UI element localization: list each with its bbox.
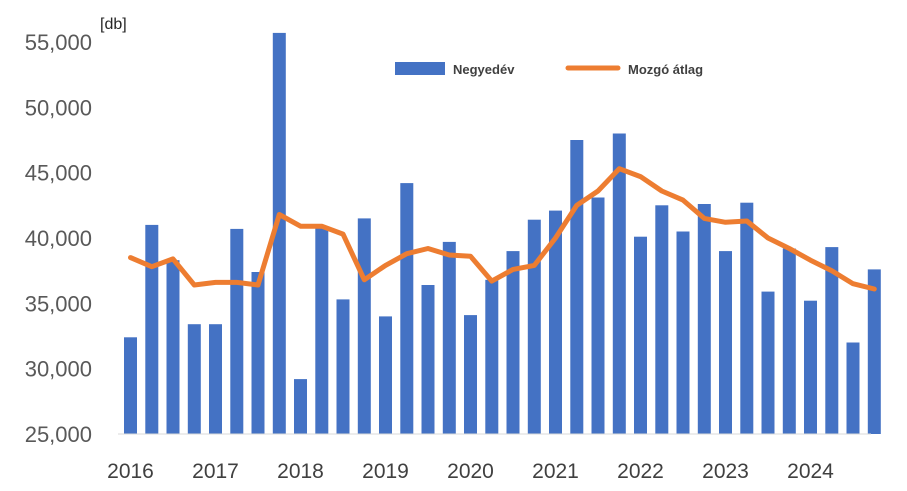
legend-swatch-quarter xyxy=(395,62,445,75)
moving-average-line xyxy=(128,166,877,292)
bar xyxy=(464,315,477,434)
bar xyxy=(634,236,647,434)
y-tick-label: 25,000 xyxy=(25,422,92,447)
legend-label-quarter: Negyedév xyxy=(453,62,515,77)
bar xyxy=(527,219,541,434)
bar xyxy=(846,342,860,434)
bar-series xyxy=(124,32,881,435)
y-tick-label: 55,000 xyxy=(25,30,92,55)
y-tick-label: 35,000 xyxy=(25,291,92,316)
line-series xyxy=(128,166,877,292)
bar xyxy=(740,202,754,434)
bar xyxy=(804,300,817,434)
bar xyxy=(379,316,392,434)
x-tick-label: 2024 xyxy=(787,460,834,483)
bar xyxy=(421,285,435,434)
bar xyxy=(867,269,881,434)
bar xyxy=(825,247,839,434)
bar xyxy=(315,227,329,434)
bar xyxy=(549,210,562,434)
bar xyxy=(442,241,456,434)
x-tick-label: 2020 xyxy=(447,460,494,483)
bar xyxy=(209,324,222,434)
x-tick-label: 2018 xyxy=(277,460,324,483)
x-tick-label: 2023 xyxy=(702,460,749,483)
bar xyxy=(782,248,796,434)
y-axis-ticks: 25,000 30,000 35,000 40,000 45,000 50,000 55,0… xyxy=(25,30,92,447)
bar xyxy=(697,204,711,434)
bar xyxy=(400,183,414,434)
bar xyxy=(655,205,669,434)
x-tick-label: 2021 xyxy=(532,460,579,483)
x-tick-label: 2022 xyxy=(617,460,664,483)
x-axis-year-labels: 2016 2017 2018 2019 2020 2021 2022 2023 2024 xyxy=(107,460,834,483)
legend: Negyedév Mozgó átlag xyxy=(395,62,703,77)
bar xyxy=(570,140,584,434)
x-tick-label: 2016 xyxy=(107,460,154,483)
y-tick-label: 30,000 xyxy=(25,357,92,382)
y-tick-label: 45,000 xyxy=(25,161,92,186)
bar xyxy=(124,337,137,434)
x-tick-label: 2017 xyxy=(192,460,239,483)
bar xyxy=(187,324,201,434)
bar xyxy=(591,197,605,434)
bar xyxy=(145,224,159,434)
bar xyxy=(357,218,371,434)
bar xyxy=(719,251,732,434)
bar xyxy=(336,299,350,434)
bar xyxy=(676,231,690,434)
y-unit-label: [db] xyxy=(100,16,127,33)
bar xyxy=(230,228,244,434)
bar xyxy=(761,291,775,434)
bar xyxy=(272,32,286,435)
y-tick-label: 40,000 xyxy=(25,226,92,251)
bar xyxy=(506,251,520,434)
x-tick-label: 2019 xyxy=(362,460,409,483)
bar xyxy=(251,272,265,434)
bar xyxy=(612,133,626,434)
y-tick-label: 50,000 xyxy=(25,95,92,120)
bar xyxy=(294,379,307,434)
bar xyxy=(166,260,180,434)
bar xyxy=(485,279,499,434)
legend-label-moving-average: Mozgó átlag xyxy=(628,62,703,77)
